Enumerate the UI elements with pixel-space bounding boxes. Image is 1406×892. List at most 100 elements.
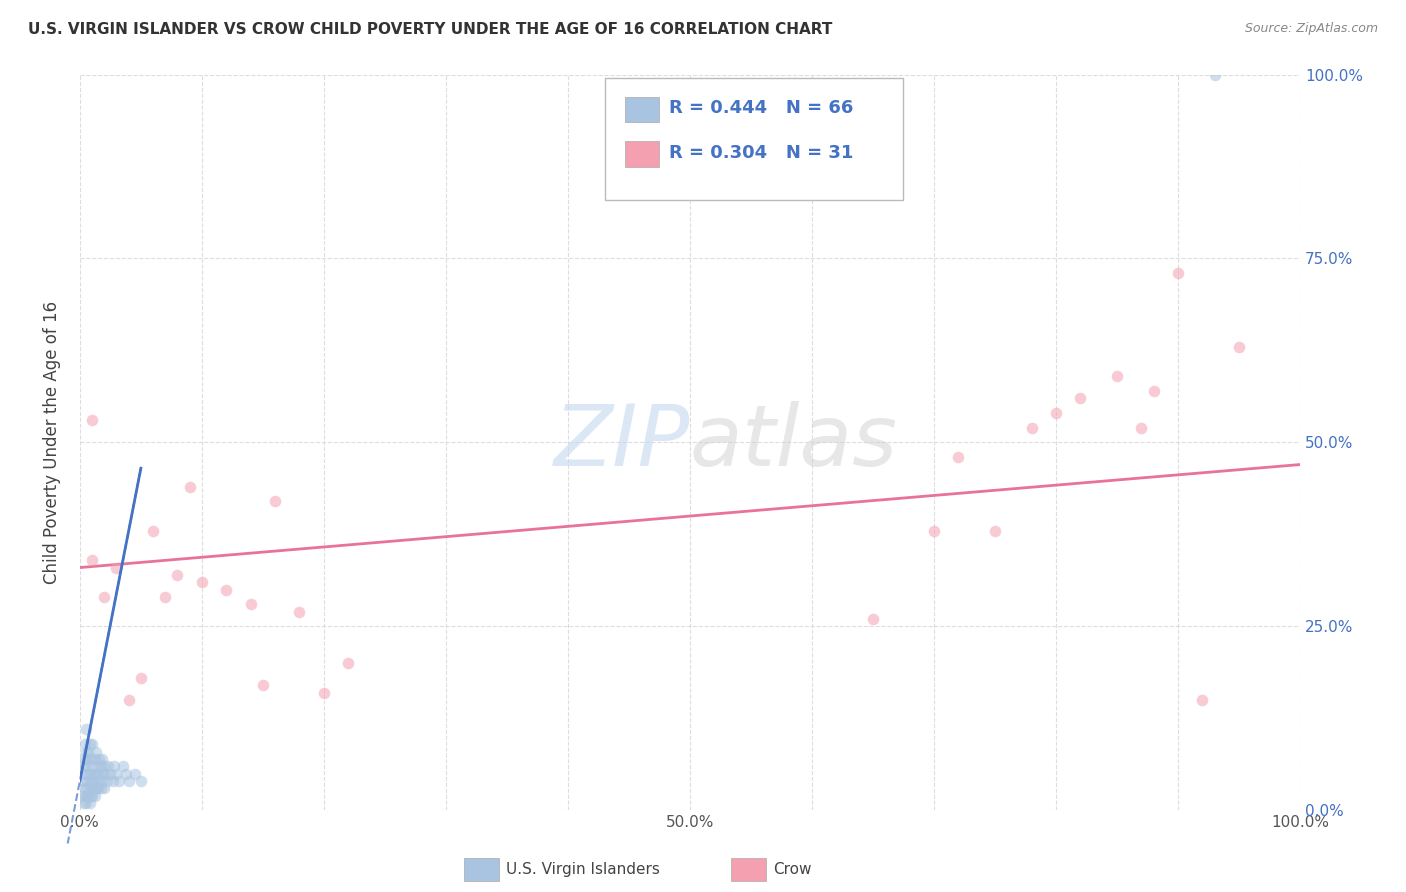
- Point: [96, 774, 118, 789]
- Text: U.S. VIRGIN ISLANDER VS CROW CHILD POVERTY UNDER THE AGE OF 16 CORRELATION CHART: U.S. VIRGIN ISLANDER VS CROW CHILD POVER…: [28, 22, 832, 37]
- Point: [129, 671, 152, 685]
- Point: [83, 774, 105, 789]
- Point: [191, 575, 214, 590]
- Point: [90, 774, 112, 789]
- Point: [118, 693, 141, 707]
- FancyBboxPatch shape: [626, 96, 659, 122]
- Point: [264, 494, 287, 508]
- Point: [75, 796, 97, 810]
- Point: [76, 752, 98, 766]
- Point: [312, 686, 335, 700]
- Point: [87, 766, 110, 780]
- Point: [115, 766, 138, 780]
- Point: [80, 752, 103, 766]
- Point: [80, 413, 103, 427]
- Point: [77, 789, 100, 803]
- Point: [79, 781, 101, 796]
- Point: [75, 781, 97, 796]
- Point: [80, 789, 103, 803]
- Point: [73, 737, 96, 751]
- Point: [93, 590, 115, 604]
- Point: [103, 759, 125, 773]
- Point: [80, 759, 103, 773]
- Point: [89, 752, 111, 766]
- Point: [83, 752, 105, 766]
- Point: [80, 737, 103, 751]
- Point: [72, 796, 94, 810]
- Point: [77, 745, 100, 759]
- Point: [1045, 406, 1067, 420]
- Point: [79, 766, 101, 780]
- Point: [86, 781, 108, 796]
- Point: [93, 781, 115, 796]
- Point: [108, 774, 131, 789]
- Point: [239, 598, 262, 612]
- Point: [100, 766, 122, 780]
- Point: [288, 605, 311, 619]
- Point: [142, 524, 165, 538]
- Point: [79, 796, 101, 810]
- Point: [72, 781, 94, 796]
- Point: [105, 766, 128, 780]
- Point: [337, 657, 360, 671]
- Point: [862, 612, 884, 626]
- Point: [75, 723, 97, 737]
- Point: [84, 766, 107, 780]
- Point: [77, 766, 100, 780]
- Point: [1227, 340, 1250, 354]
- Text: R = 0.304   N = 31: R = 0.304 N = 31: [669, 144, 853, 161]
- Point: [1204, 68, 1226, 82]
- Point: [91, 766, 114, 780]
- Point: [75, 759, 97, 773]
- Text: ZIP: ZIP: [554, 401, 690, 484]
- Point: [72, 774, 94, 789]
- Point: [76, 789, 98, 803]
- Point: [101, 774, 124, 789]
- Point: [948, 450, 970, 465]
- Point: [111, 759, 134, 773]
- Point: [1191, 693, 1213, 707]
- Point: [97, 759, 120, 773]
- Point: [179, 480, 201, 494]
- Point: [94, 766, 117, 780]
- Y-axis label: Child Poverty Under the Age of 16: Child Poverty Under the Age of 16: [44, 301, 60, 584]
- Point: [84, 745, 107, 759]
- Point: [1021, 421, 1043, 435]
- Point: [73, 752, 96, 766]
- Text: Source: ZipAtlas.com: Source: ZipAtlas.com: [1244, 22, 1378, 36]
- Point: [93, 759, 115, 773]
- Point: [84, 781, 107, 796]
- Point: [75, 745, 97, 759]
- Point: [90, 759, 112, 773]
- Point: [1130, 421, 1153, 435]
- Point: [80, 774, 103, 789]
- Point: [118, 774, 141, 789]
- Text: U.S. Virgin Islanders: U.S. Virgin Islanders: [506, 863, 659, 877]
- Point: [90, 752, 112, 766]
- Point: [1142, 384, 1164, 398]
- Point: [155, 590, 177, 604]
- Point: [89, 774, 111, 789]
- Point: [252, 678, 274, 692]
- Text: Crow: Crow: [773, 863, 811, 877]
- Point: [86, 759, 108, 773]
- Point: [80, 553, 103, 567]
- Point: [79, 737, 101, 751]
- Point: [1105, 369, 1128, 384]
- FancyBboxPatch shape: [626, 141, 659, 167]
- Point: [76, 774, 98, 789]
- Text: R = 0.444   N = 66: R = 0.444 N = 66: [669, 99, 853, 118]
- Point: [922, 524, 945, 538]
- Point: [72, 759, 94, 773]
- Point: [73, 789, 96, 803]
- Point: [80, 774, 103, 789]
- Point: [105, 560, 128, 574]
- Point: [72, 789, 94, 803]
- Point: [87, 781, 110, 796]
- Text: atlas: atlas: [690, 401, 898, 484]
- Point: [82, 781, 104, 796]
- Point: [80, 789, 103, 803]
- Point: [1167, 266, 1189, 280]
- Point: [82, 766, 104, 780]
- Point: [166, 568, 188, 582]
